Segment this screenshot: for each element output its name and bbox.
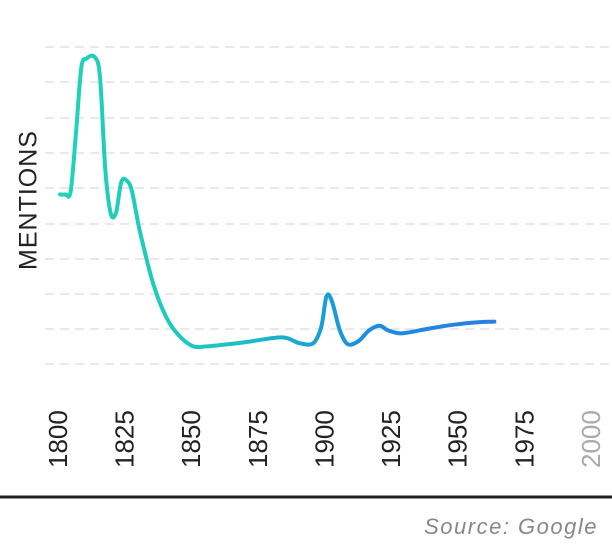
x-tick-labels: 1800 1825 1850 1875 1900 1925 1950 1975 2000 <box>43 410 606 468</box>
series-line <box>58 53 497 350</box>
line-chart: MENTIONS 1800 1825 1850 1875 1900 1925 1950 197… <box>0 46 612 499</box>
x-tick-label: 1875 <box>243 410 273 468</box>
y-axis-label: MENTIONS <box>15 130 43 270</box>
gridlines <box>45 46 612 365</box>
source-caption: Source: Google <box>424 514 598 539</box>
x-tick-label: 1900 <box>309 410 339 468</box>
x-tick-label: 1950 <box>443 410 473 468</box>
x-tick-label: 1825 <box>109 410 139 468</box>
x-tick-label: 1925 <box>376 410 406 468</box>
x-tick-label: 1850 <box>176 410 206 468</box>
x-tick-label: 2000 <box>576 410 606 468</box>
x-tick-label: 1975 <box>509 410 539 468</box>
x-tick-label: 1800 <box>43 410 73 468</box>
